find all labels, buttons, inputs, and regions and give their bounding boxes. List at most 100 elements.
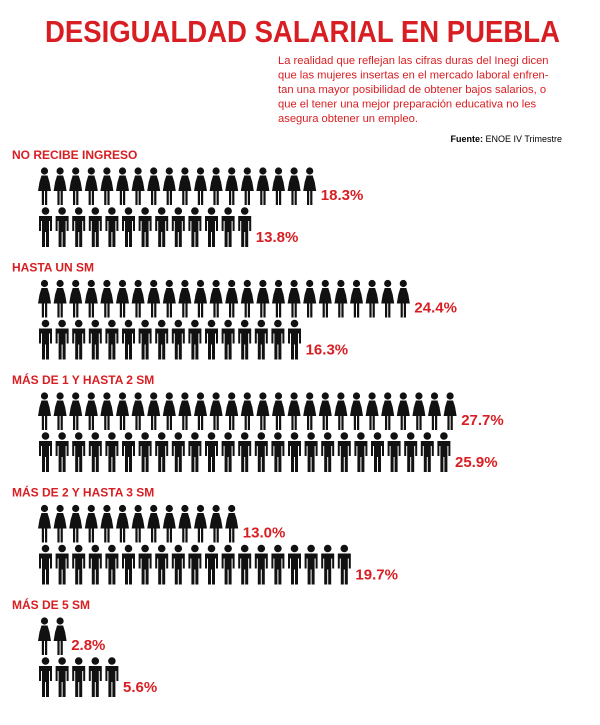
woman-icon [240, 392, 254, 430]
woman-icon [84, 279, 98, 318]
man-icon [138, 319, 152, 360]
woman-icon [209, 167, 223, 205]
woman-icon [147, 392, 161, 430]
woman-icon [116, 167, 129, 205]
woman-icon [240, 167, 254, 205]
woman-icon [116, 279, 129, 318]
value-label: 2.8% [71, 637, 105, 654]
value-label: 24.4% [414, 300, 457, 317]
man-icon [122, 544, 135, 585]
man-icon [155, 207, 169, 247]
category-label: MÁS DE 5 SM [12, 597, 90, 612]
value-label: 16.3% [306, 342, 349, 359]
woman-icon [287, 167, 301, 205]
woman-icon [38, 167, 51, 205]
man-icon [271, 432, 285, 472]
woman-icon [225, 279, 239, 318]
subtitle-line: tan una mayor posibilidad de obtener baj… [278, 84, 546, 96]
source-text: ENOE IV Trimestre [485, 134, 562, 144]
man-icon [138, 432, 152, 472]
man-icon [304, 432, 318, 472]
man-icon [205, 319, 218, 360]
man-icon [39, 544, 52, 585]
woman-icon [100, 167, 114, 205]
woman-icon [272, 279, 285, 318]
woman-icon [334, 392, 348, 430]
man-icon [39, 319, 52, 360]
man-icon [221, 207, 235, 247]
woman-icon [334, 279, 348, 318]
man-icon [321, 544, 335, 585]
man-icon [221, 544, 235, 585]
woman-icon [209, 392, 223, 430]
man-icon [304, 544, 318, 585]
woman-icon [162, 167, 176, 205]
man-icon [171, 432, 185, 472]
woman-icon [350, 392, 363, 430]
category-label: HASTA UN SM [12, 261, 94, 275]
woman-icon [272, 167, 285, 205]
man-icon [205, 432, 218, 472]
woman-icon [84, 167, 98, 205]
man-icon [55, 319, 69, 360]
woman-icon [303, 279, 317, 318]
man-icon [387, 432, 401, 472]
woman-icon [69, 504, 83, 543]
man-icon [122, 207, 135, 247]
woman-icon [53, 617, 67, 655]
woman-icon [225, 167, 239, 205]
woman-row [38, 167, 317, 205]
woman-icon [38, 392, 51, 430]
woman-icon [38, 617, 51, 655]
man-row [39, 319, 301, 360]
woman-icon [381, 392, 395, 430]
man-icon [221, 319, 235, 360]
woman-icon [69, 392, 83, 430]
man-icon [188, 319, 202, 360]
woman-icon [412, 392, 426, 430]
man-icon [105, 657, 119, 697]
man-icon [205, 544, 218, 585]
woman-icon [350, 279, 363, 318]
woman-icon [428, 392, 441, 430]
woman-icon [256, 392, 270, 430]
man-icon [238, 544, 252, 585]
woman-icon [209, 279, 223, 318]
man-icon [122, 432, 135, 472]
woman-icon [100, 279, 114, 318]
man-row [39, 432, 451, 472]
category-label: NO RECIBE INGRESO [12, 148, 137, 162]
value-label: 27.7% [461, 412, 504, 429]
value-label: 25.9% [455, 454, 498, 471]
man-icon [155, 319, 169, 360]
man-row [39, 657, 119, 697]
subtitle-line: La realidad que reflejan las cifras dura… [278, 55, 549, 67]
woman-icon [38, 279, 51, 318]
man-icon [155, 544, 169, 585]
subtitle-line: asegura obtener un empleo. [278, 113, 418, 125]
woman-icon [396, 279, 410, 318]
woman-row [38, 617, 67, 655]
woman-row [38, 279, 410, 318]
man-icon [155, 432, 169, 472]
woman-icon [116, 392, 129, 430]
man-icon [72, 319, 86, 360]
woman-icon [131, 279, 145, 318]
man-icon [138, 544, 152, 585]
woman-icon [194, 279, 207, 318]
woman-icon [396, 392, 410, 430]
man-icon [105, 319, 119, 360]
man-icon [88, 319, 102, 360]
man-icon [271, 319, 285, 360]
man-icon [238, 432, 252, 472]
man-icon [72, 657, 86, 697]
man-icon [254, 319, 268, 360]
man-icon [138, 207, 152, 247]
man-icon [254, 432, 268, 472]
man-icon [55, 657, 69, 697]
woman-icon [131, 504, 145, 543]
man-icon [105, 432, 119, 472]
woman-icon [178, 167, 192, 205]
woman-icon [381, 279, 395, 318]
